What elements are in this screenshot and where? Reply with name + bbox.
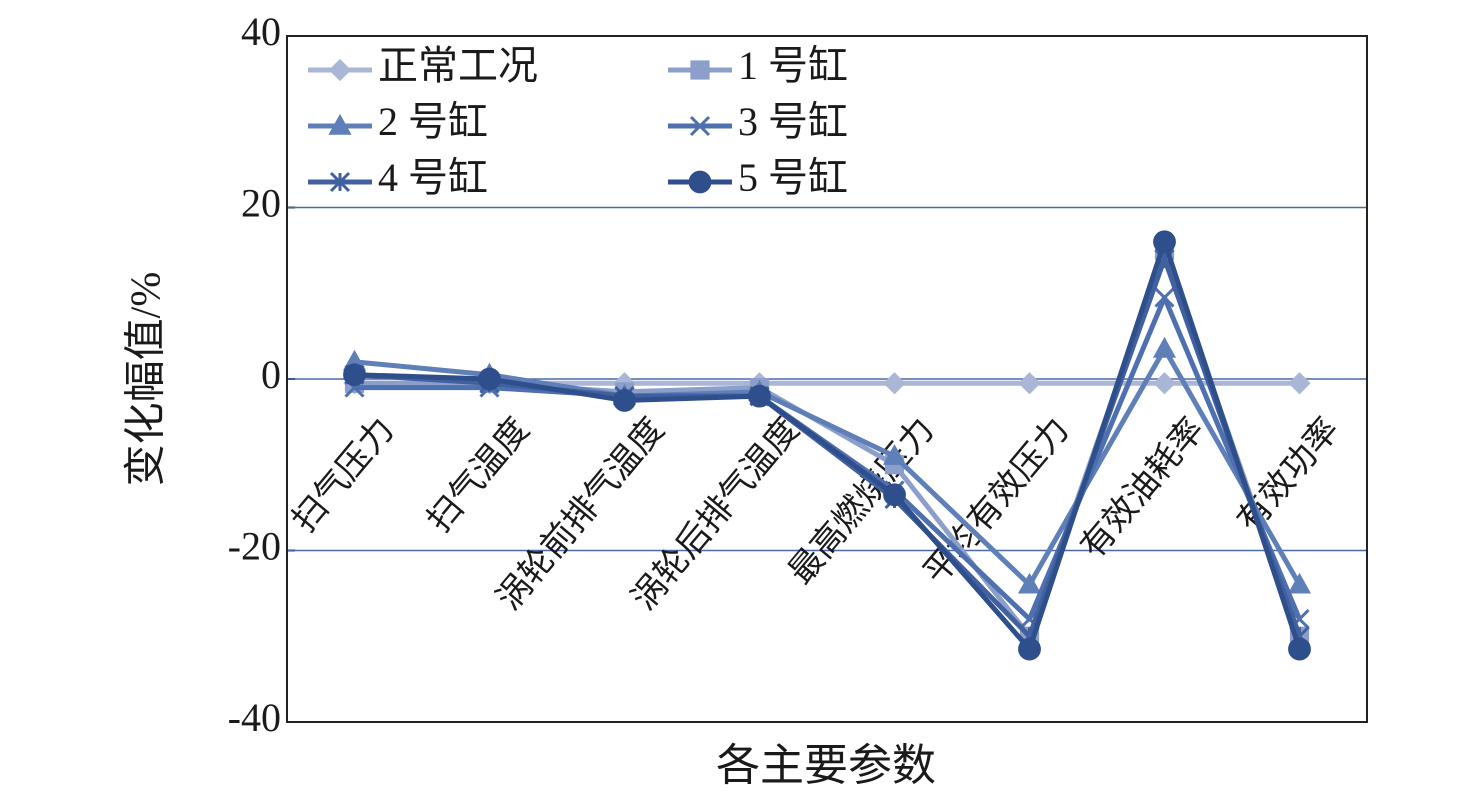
series-line bbox=[354, 346, 1302, 588]
legend-label: 3 号缸 bbox=[738, 99, 848, 144]
y-tick-label: 20 bbox=[241, 181, 281, 226]
point bbox=[1018, 637, 1041, 661]
point bbox=[1152, 336, 1177, 358]
point bbox=[613, 389, 636, 412]
point bbox=[883, 372, 906, 395]
point bbox=[1153, 230, 1176, 254]
point bbox=[1017, 572, 1042, 594]
point bbox=[883, 483, 906, 507]
point bbox=[1018, 372, 1041, 395]
y-axis-title: 变化幅值/% bbox=[123, 272, 170, 487]
x-tick-label: 扫气温度 bbox=[420, 411, 537, 540]
legend-label: 正常工况 bbox=[378, 43, 538, 88]
point bbox=[1153, 372, 1176, 395]
y-tick-label: 0 bbox=[261, 352, 281, 397]
point bbox=[1288, 637, 1311, 661]
x-tick-label: 扫气压力 bbox=[285, 411, 402, 540]
x-axis-title: 各主要参数 bbox=[716, 741, 936, 790]
legend-marker bbox=[328, 58, 352, 82]
series-line bbox=[354, 239, 1302, 652]
legend-marker bbox=[688, 170, 712, 194]
point bbox=[748, 384, 771, 408]
plot-frame bbox=[286, 35, 1368, 723]
legend-label: 4 号缸 bbox=[378, 155, 488, 200]
legend-marker bbox=[689, 115, 711, 137]
legend-marker bbox=[328, 113, 352, 135]
point bbox=[343, 363, 366, 387]
point bbox=[1287, 572, 1312, 594]
point bbox=[478, 367, 501, 391]
legend-label: 5 号缸 bbox=[738, 155, 848, 200]
y-tick-label: -20 bbox=[228, 524, 281, 569]
legend-label: 2 号缸 bbox=[378, 99, 488, 144]
x-tick-label: 有效功率 bbox=[1230, 411, 1347, 540]
legend-marker bbox=[690, 60, 710, 80]
legend-label: 1 号缸 bbox=[738, 43, 848, 88]
y-tick-label: 40 bbox=[241, 9, 281, 54]
y-tick-label: -40 bbox=[228, 695, 281, 740]
x-tick-label: 有效油耗率 bbox=[1073, 411, 1211, 566]
point bbox=[1288, 372, 1311, 395]
point bbox=[882, 444, 907, 465]
point bbox=[1154, 287, 1175, 308]
legend-marker bbox=[329, 171, 351, 193]
